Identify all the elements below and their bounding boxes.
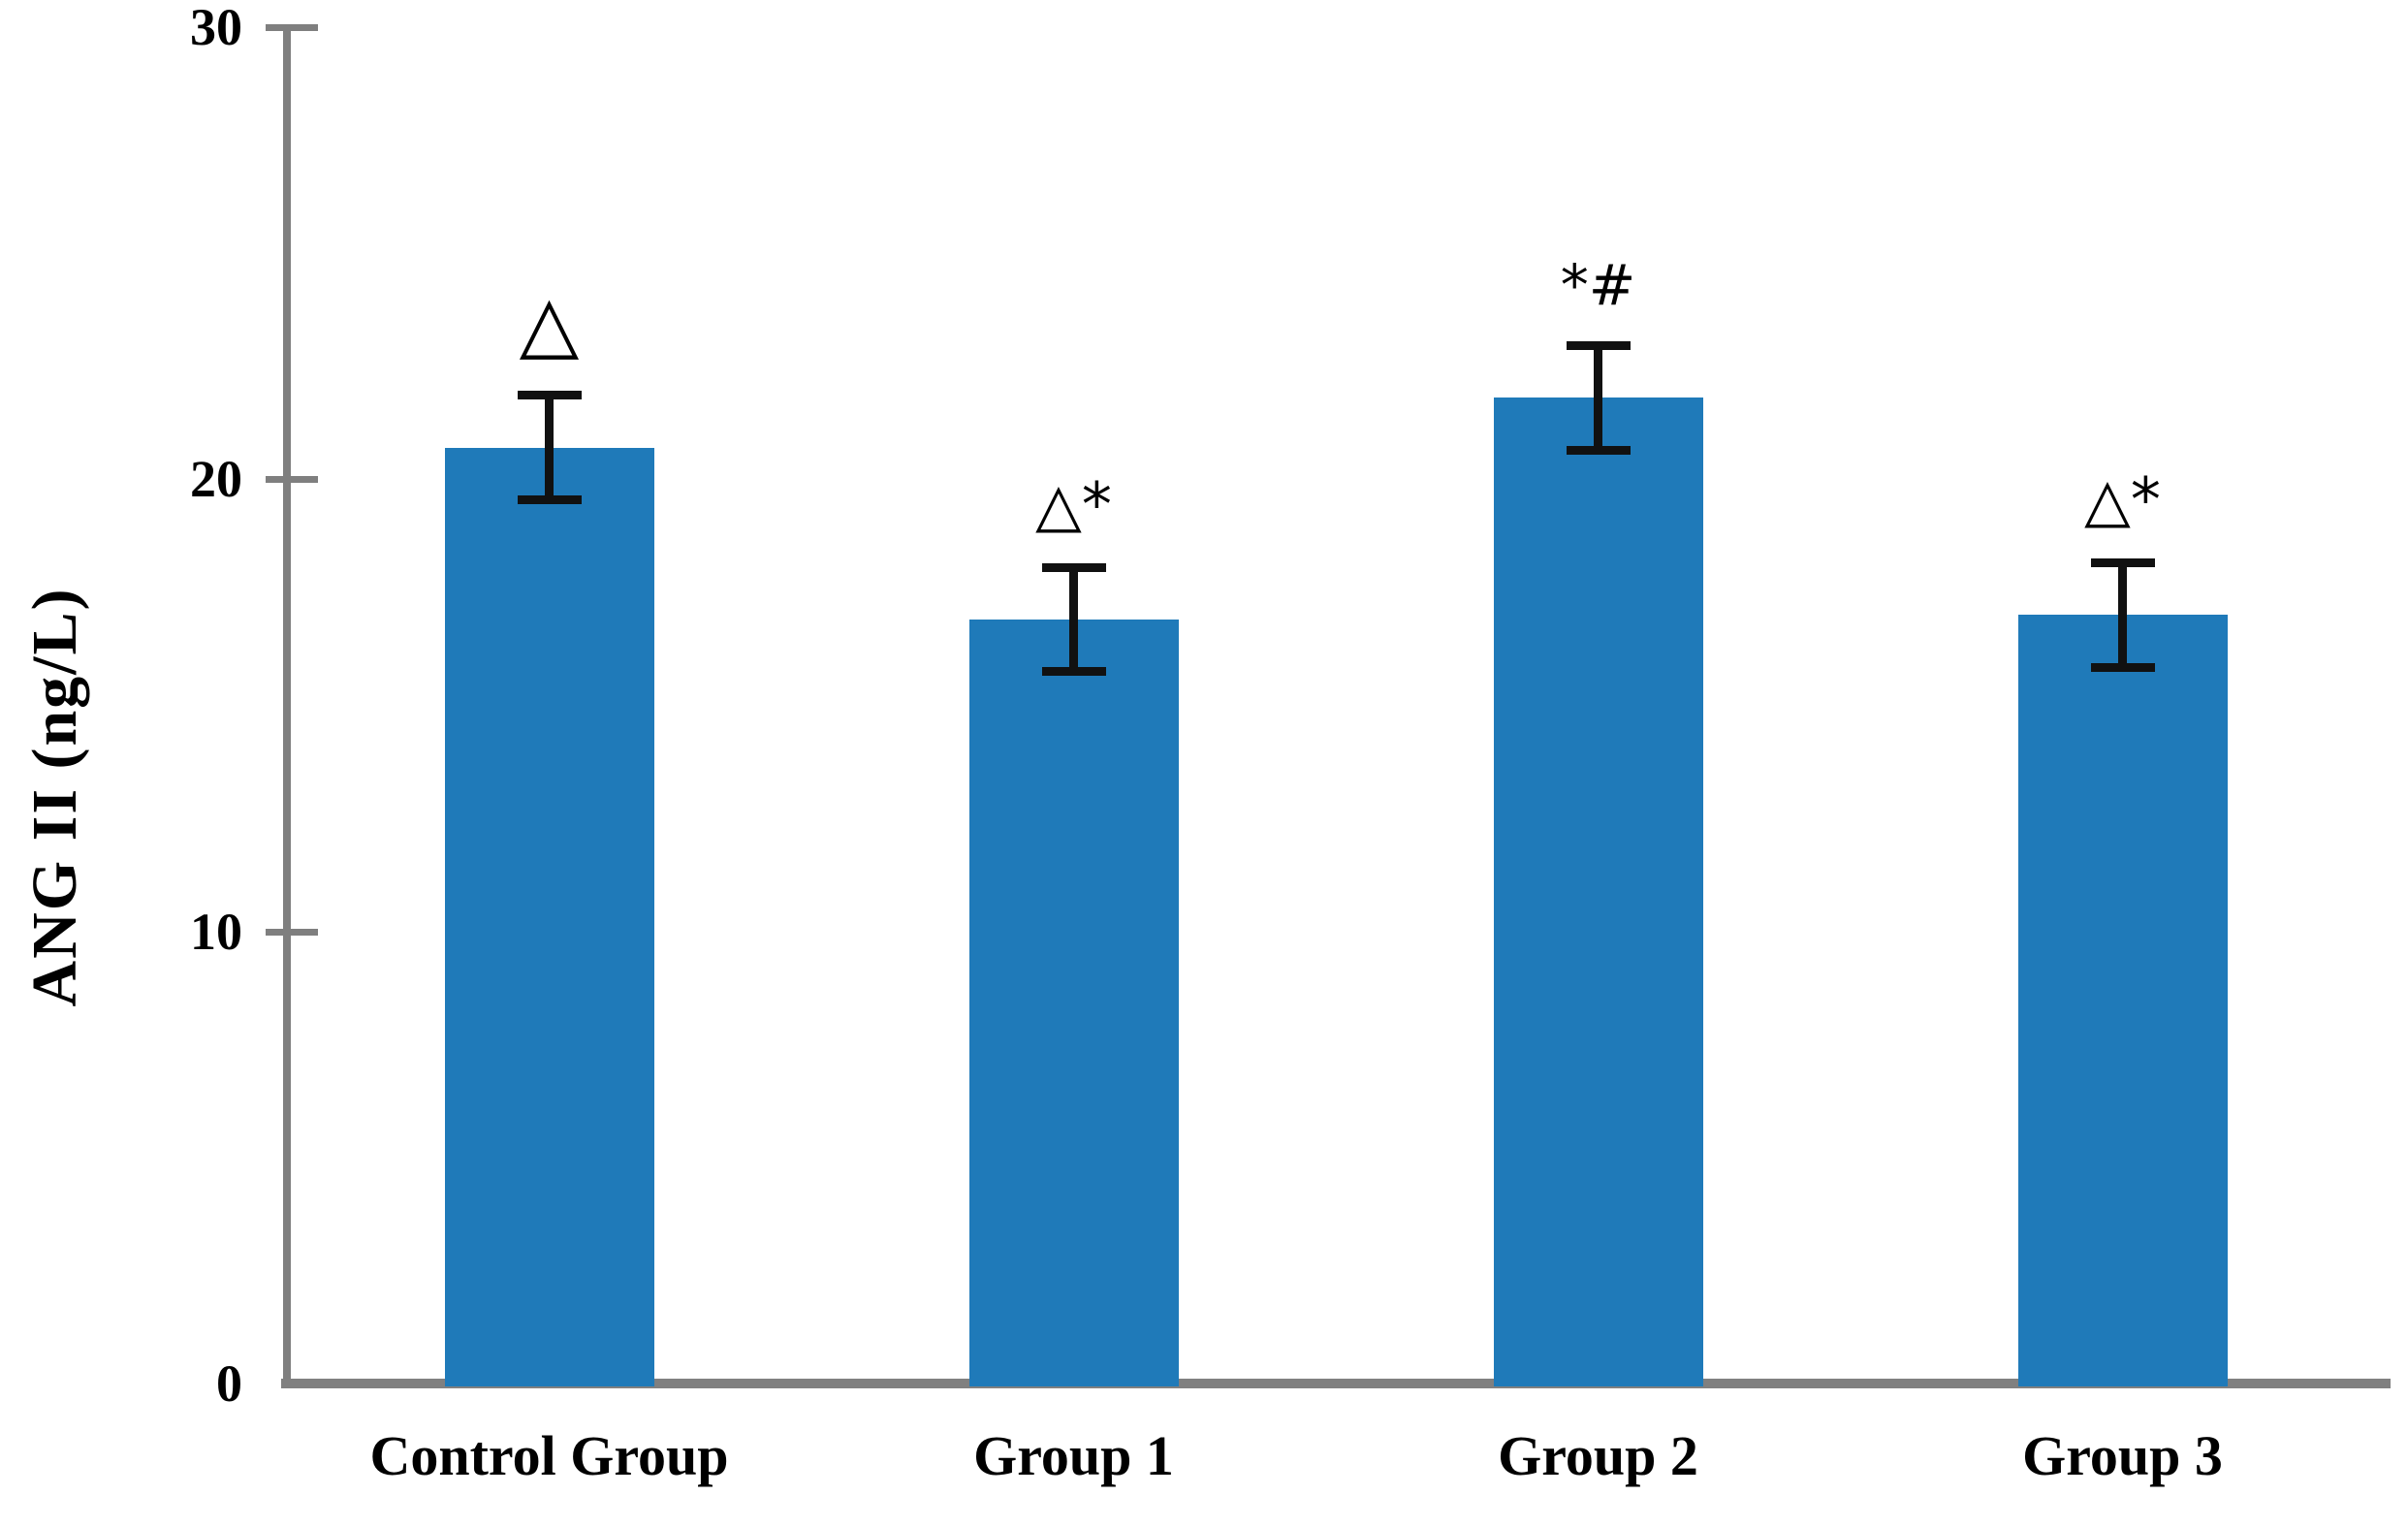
error-bar-stem bbox=[1069, 569, 1078, 670]
x-category-label: Group 2 bbox=[1498, 1424, 1698, 1487]
significance-annotation: △* bbox=[2084, 463, 2161, 535]
error-bar-bottom-cap bbox=[517, 494, 582, 504]
error-bar-top-cap bbox=[2090, 557, 2155, 567]
error-bar-bottom-cap bbox=[2090, 662, 2155, 672]
error-bar-stem bbox=[1594, 348, 1602, 448]
error-bar-top-cap bbox=[1041, 562, 1106, 572]
error-bar-bottom-cap bbox=[1566, 445, 1631, 455]
y-tick-label: 10 bbox=[190, 902, 242, 961]
significance-annotation: △* bbox=[1035, 468, 1112, 540]
y-axis-line bbox=[283, 27, 291, 1386]
error-bar-stem bbox=[2118, 564, 2127, 665]
x-category-label: Group 3 bbox=[2022, 1424, 2223, 1487]
y-tick-label: 20 bbox=[190, 450, 242, 509]
bar bbox=[2017, 615, 2228, 1386]
x-category-label: Group 1 bbox=[973, 1424, 1174, 1487]
bar bbox=[1493, 398, 1703, 1386]
significance-annotation: *# bbox=[1560, 252, 1636, 319]
error-bar-top-cap bbox=[517, 391, 582, 400]
error-bar-stem bbox=[545, 398, 554, 497]
x-axis-line bbox=[281, 1379, 2391, 1388]
y-tick-mark bbox=[266, 476, 318, 484]
bar bbox=[444, 447, 654, 1386]
y-tick-label: 0 bbox=[216, 1354, 242, 1413]
x-category-label: Control Group bbox=[369, 1424, 729, 1487]
y-axis-title: ANG II (ng/L) bbox=[19, 587, 90, 1007]
bar bbox=[968, 619, 1179, 1386]
error-bar-top-cap bbox=[1566, 341, 1631, 351]
error-bar-bottom-cap bbox=[1041, 667, 1106, 677]
y-tick-label: 30 bbox=[190, 0, 242, 56]
significance-annotation: △ bbox=[519, 278, 580, 369]
y-tick-mark bbox=[266, 24, 318, 31]
y-tick-mark bbox=[266, 928, 318, 936]
